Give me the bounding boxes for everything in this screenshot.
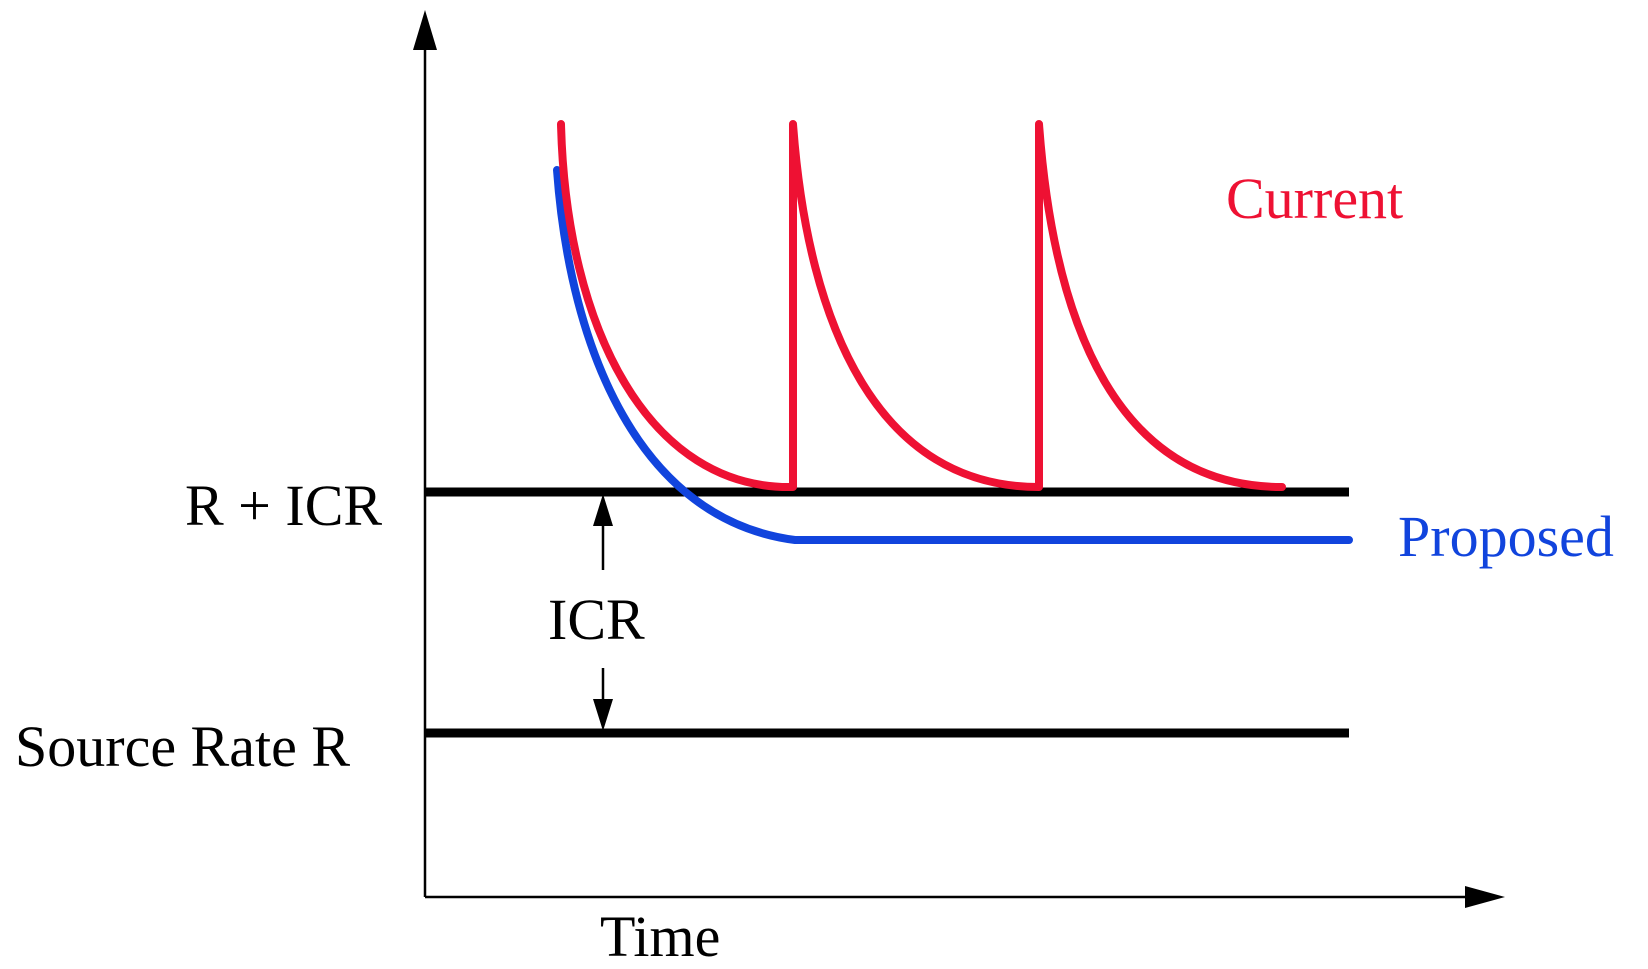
current-legend-label: Current [1226, 166, 1404, 231]
x-axis-arrowhead [1465, 886, 1505, 908]
icr-arrow-up-head [593, 494, 613, 526]
icr-label: ICR [548, 587, 645, 652]
proposed-curve [553, 166, 1353, 544]
time-axis-label: Time [600, 904, 721, 969]
source-rate-label: Source Rate R [15, 714, 351, 779]
r-plus-icr-label: R + ICR [185, 473, 383, 538]
y-axis-arrowhead [413, 10, 437, 50]
proposed-legend-label: Proposed [1398, 504, 1614, 569]
icr-arrow-down-head [593, 699, 613, 731]
current-curve [557, 120, 1286, 492]
